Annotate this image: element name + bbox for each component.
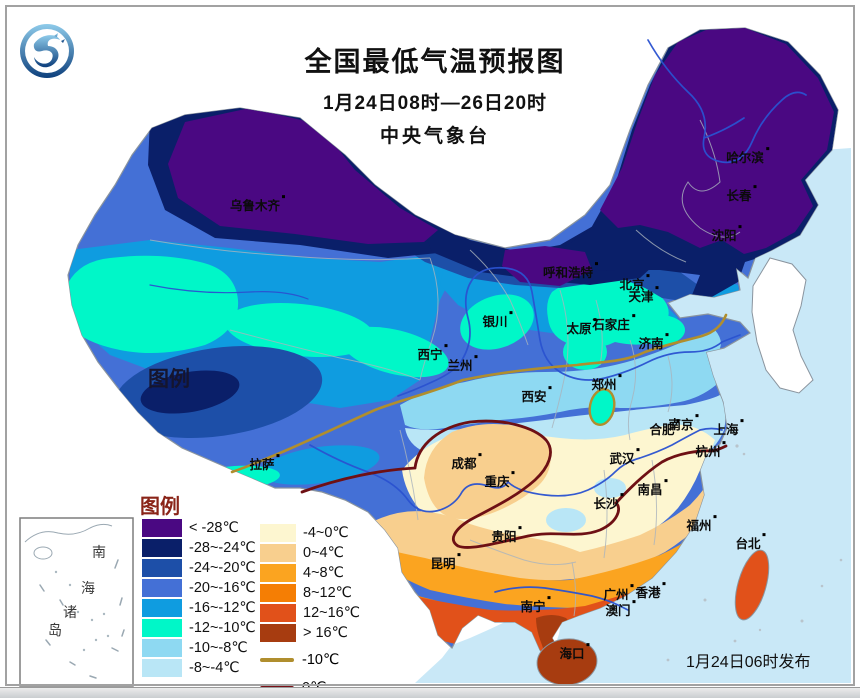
dragon-swirl-icon [33,35,60,68]
map-valid-period: 1月24日08时—26日20时 [322,93,548,114]
temperature-bands [68,28,838,662]
legend-swatch [142,619,182,637]
legend-range-label: 12~16℃ [303,605,361,621]
inset-char-hai: 海 [81,582,95,597]
river-yangtze [309,427,723,513]
legend-row: -10~-8℃ [142,639,256,657]
legend-swatch [142,579,182,597]
legend-swatch [142,659,182,677]
legend-row: < -28℃ [142,519,256,537]
legend-range-label: -24~-20℃ [189,560,256,576]
legend-swatch [260,564,296,582]
taiwan-island [734,549,770,621]
contour-zero [300,419,728,549]
south-china-sea-inset [19,517,134,687]
river-yellow [397,266,741,397]
legend-range-label: 4~8℃ [303,565,344,581]
legend-swatch [260,544,296,562]
legend-row: 12~16℃ [260,604,360,622]
legend-swatch [142,639,182,657]
legend-swatch [142,599,182,617]
legend-contour-label: -10℃ [302,652,340,668]
legend-range-label: > 16℃ [303,625,348,641]
river-tarim [149,284,309,300]
river-songhua [703,117,745,139]
sea [415,148,851,683]
legend-range-label: -8~-4℃ [189,660,240,676]
inset-char-zhu: 诸 [63,606,77,621]
legend-swatch [260,604,296,622]
river-heilongjiang [647,39,807,164]
legend-range-label: -28~-24℃ [189,540,256,556]
legend-right-column: -4~0℃ 0~4℃ 4~8℃ 8~12℃ 12~16℃ > 16℃ [260,524,360,644]
issuing-agency: 中央气象台 [379,126,490,147]
legend-row: 4~8℃ [260,564,360,582]
legend-range-label: < -28℃ [189,520,239,536]
legend-swatch [260,584,296,602]
issue-timestamp: 1月24日06时发布 [686,654,811,671]
legend-range-label: -10~-8℃ [189,640,248,656]
legend-row: -20~-16℃ [142,579,256,597]
legend-range-label: -20~-16℃ [189,580,256,596]
legend-swatch [260,524,296,542]
legend-range-label: -12~-10℃ [189,620,256,636]
legend-row: -16~-12℃ [142,599,256,617]
legend-title: 图例 [140,496,180,518]
legend-swatch [142,559,182,577]
legend-row: > 16℃ [260,624,360,642]
legend-row: -28~-24℃ [142,539,256,557]
province-borders [149,119,741,617]
legend-swatch [142,539,182,557]
legend-row: 0~4℃ [260,544,360,562]
legend-contour-swatch [260,658,294,662]
legend-row: -8~-4℃ [142,659,256,677]
legend-contour-row: -10℃ [260,652,339,668]
rivers [149,39,807,611]
legend-left-column: < -28℃ -28~-24℃ -24~-20℃ -20~-16℃ -16~-12℃ -1… [142,519,256,679]
window-bottom-bar [0,687,860,698]
meteorological-agency-logo [20,24,74,78]
legend-range-label: 8~12℃ [303,585,352,601]
legend-swatch [142,519,182,537]
legend-row: -24~-20℃ [142,559,256,577]
legend-range-label: -16~-12℃ [189,600,256,616]
map-title: 全国最低气温预报图 [304,47,566,77]
legend-range-label: 0~4℃ [303,545,344,561]
zhengzhou-pocket [588,388,616,426]
river-pearl [494,586,629,611]
inset-char-nan: 南 [92,546,106,561]
map-overlay-legend-label: 图例 [148,368,190,391]
legend-row: 8~12℃ [260,584,360,602]
title-block: 全国最低气温预报图 1月24日08时—26日20时 中央气象台 [250,40,620,148]
legend-row: -4~0℃ [260,524,360,542]
inset-char-dao: 岛 [48,624,62,639]
korea-landmass [751,257,814,394]
sea-islands [666,444,843,662]
legend: 图例 < -28℃ -28~-24℃ -24~-20℃ -20~-16℃ -16~-12… [138,490,398,696]
legend-row: -12~-10℃ [142,619,256,637]
contour-lines [230,313,728,549]
legend-swatch [260,624,296,642]
contour-minus10 [230,313,728,474]
legend-range-label: -4~0℃ [303,525,349,541]
